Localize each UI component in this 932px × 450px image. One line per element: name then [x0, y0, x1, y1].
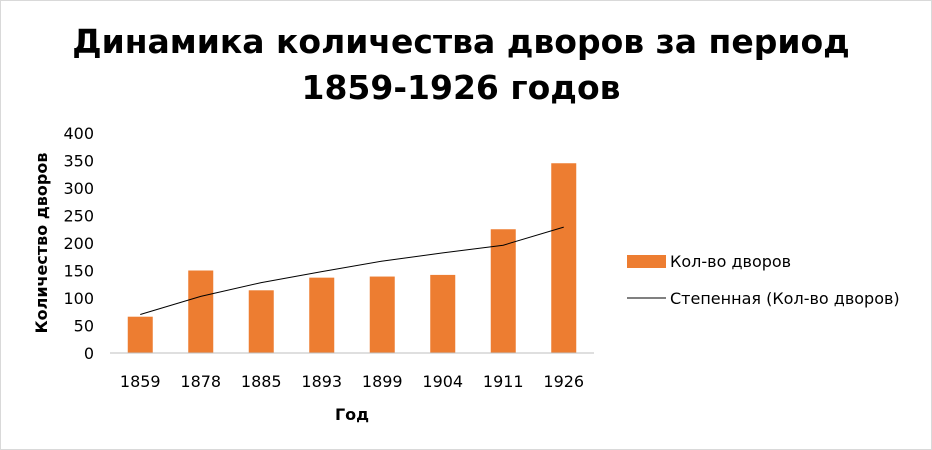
- bar: [127, 316, 153, 353]
- x-tick-label: 1926: [543, 372, 584, 391]
- y-tick-label: 150: [63, 262, 94, 281]
- x-tick-label: 1911: [483, 372, 524, 391]
- y-tick-label: 0: [84, 344, 94, 363]
- bar: [430, 274, 456, 353]
- y-tick-label: 400: [63, 124, 94, 143]
- legend-bar-swatch: [627, 255, 666, 268]
- x-tick-label: 1878: [180, 372, 221, 391]
- y-tick-label: 250: [63, 207, 94, 226]
- bars: [127, 163, 577, 353]
- legend-bar-label: Кол-во дворов: [670, 252, 791, 271]
- y-tick-label: 300: [63, 179, 94, 198]
- y-tick-label: 50: [74, 317, 94, 336]
- bar: [490, 229, 516, 353]
- bar: [369, 276, 395, 353]
- chart-title-line-2: 1859-1926 годов: [301, 68, 621, 107]
- chart-title-line-1: Динамика количества дворов за период: [72, 22, 850, 61]
- bar: [188, 270, 214, 353]
- y-axis-ticks: 0 50 100 150 200 250 300 350 400: [63, 124, 94, 363]
- x-tick-label: 1893: [301, 372, 342, 391]
- x-tick-label: 1885: [241, 372, 282, 391]
- bar: [309, 277, 335, 353]
- chart-title: Динамика количества дворов за период 185…: [61, 19, 861, 111]
- x-axis-ticks: 1859 1878 1885 1893 1899 1904 1911 1926: [120, 372, 584, 391]
- legend: Кол-во дворов Степенная (Кол-во дворов): [627, 252, 900, 308]
- legend-trend-label: Степенная (Кол-во дворов): [670, 289, 900, 308]
- bar: [248, 290, 274, 353]
- y-tick-label: 100: [63, 289, 94, 308]
- y-axis-title: Количество дворов: [32, 153, 51, 334]
- y-tick-label: 350: [63, 152, 94, 171]
- trendline: [140, 226, 564, 315]
- bar: [551, 163, 577, 353]
- x-axis-title: Год: [335, 405, 369, 424]
- x-tick-label: 1859: [120, 372, 161, 391]
- y-tick-label: 200: [63, 234, 94, 253]
- x-tick-label: 1899: [362, 372, 403, 391]
- x-tick-label: 1904: [422, 372, 463, 391]
